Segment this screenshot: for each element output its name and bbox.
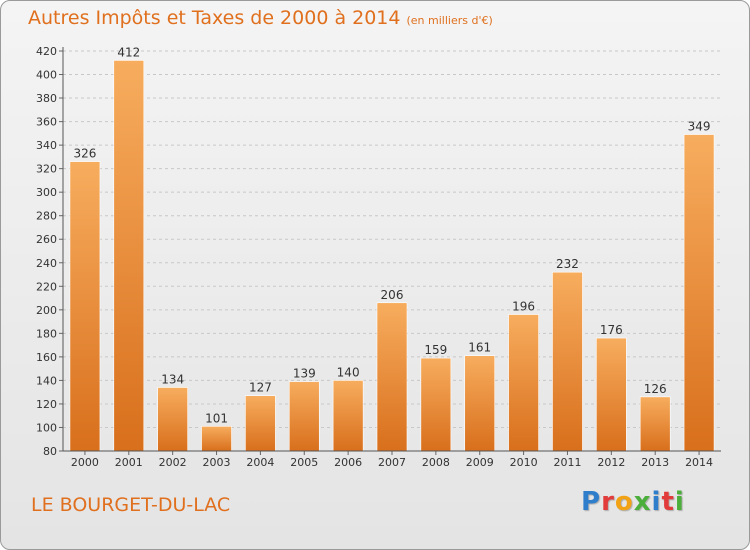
y-tick-label: 420 — [36, 45, 57, 58]
bar — [201, 425, 232, 452]
y-tick-label: 240 — [36, 257, 57, 270]
x-tick-label: 2000 — [71, 456, 99, 469]
x-tick-label: 2010 — [510, 456, 538, 469]
bar-value-label: 326 — [73, 147, 96, 161]
bar-value-label: 196 — [512, 300, 535, 314]
y-tick-label: 160 — [36, 351, 57, 364]
logo-letter: i — [651, 487, 662, 517]
y-tick-label: 180 — [36, 327, 57, 340]
bar-value-label: 349 — [688, 120, 711, 134]
y-tick-label: 140 — [36, 374, 57, 387]
x-tick-label: 2012 — [597, 456, 625, 469]
bar — [376, 302, 408, 452]
bar-value-label: 206 — [381, 288, 404, 302]
logo-letter: i — [674, 487, 685, 517]
x-tick-label: 2006 — [334, 456, 362, 469]
bar — [332, 380, 364, 452]
logo-letter: P — [581, 487, 602, 517]
bar — [157, 387, 188, 452]
y-tick-label: 380 — [36, 92, 57, 105]
x-tick-label: 2001 — [115, 456, 143, 469]
x-tick-label: 2004 — [246, 456, 274, 469]
bar-value-label: 140 — [337, 365, 360, 379]
bar-value-label: 176 — [600, 323, 623, 337]
bar — [683, 134, 715, 452]
bar — [464, 355, 496, 452]
x-tick-label: 2003 — [203, 456, 231, 469]
bar-value-label: 161 — [468, 341, 491, 355]
x-tick-label: 2002 — [159, 456, 187, 469]
y-axis: 80 100 120 140 160 180 200 220 240 260 280 300 320 34… — [36, 45, 63, 458]
logo-letter: t — [661, 487, 675, 517]
y-tick-label: 80 — [43, 445, 57, 458]
bar — [288, 381, 320, 452]
logo-letter: r — [601, 487, 615, 517]
data-labels: 326 412 134 101 127 139 140 206 159 161 196 232 176 1… — [73, 45, 710, 425]
y-tick-label: 320 — [36, 163, 57, 176]
bar — [596, 337, 627, 452]
x-tick-label: 2011 — [553, 456, 581, 469]
y-tick-label: 340 — [36, 139, 57, 152]
x-tick-label: 2008 — [422, 456, 450, 469]
y-tick-label: 300 — [36, 186, 57, 199]
y-tick-label: 120 — [36, 398, 57, 411]
x-tick-label: 2005 — [290, 456, 318, 469]
bar-value-label: 126 — [644, 382, 667, 396]
proxiti-logo[interactable]: Proxiti — [581, 487, 685, 517]
chart-title: Autres Impôts et Taxes de 2000 à 2014 (en… — [28, 7, 493, 29]
bar-value-label: 134 — [161, 372, 184, 386]
y-tick-label: 200 — [36, 304, 57, 317]
bar — [245, 395, 276, 452]
logo-letter: x — [633, 487, 652, 517]
bar-value-label: 101 — [205, 411, 228, 425]
bar — [508, 314, 539, 452]
bar — [69, 161, 101, 452]
bar — [420, 357, 452, 452]
bar-value-label: 139 — [293, 367, 316, 381]
x-tick-label: 2009 — [466, 456, 494, 469]
logo-letter: o — [614, 487, 634, 517]
chart-title-text: Autres Impôts et Taxes de 2000 à 2014 — [28, 7, 401, 29]
x-tick-label: 2007 — [378, 456, 406, 469]
bar — [113, 60, 145, 452]
y-tick-label: 260 — [36, 233, 57, 246]
y-tick-label: 100 — [36, 421, 57, 434]
bar-value-label: 159 — [424, 343, 447, 357]
bar-value-label: 127 — [249, 381, 272, 395]
bar-series — [69, 60, 715, 452]
bar — [552, 271, 583, 452]
y-tick-label: 280 — [36, 210, 57, 223]
x-axis: 2000 2001 2002 2003 2004 2005 2006 2007 2008 2009… — [71, 451, 713, 469]
x-tick-label: 2013 — [641, 456, 669, 469]
x-tick-label: 2014 — [685, 456, 713, 469]
axis-lines — [62, 47, 721, 452]
chart-unit: (en milliers d'€) — [406, 14, 493, 27]
bar-value-label: 412 — [117, 45, 140, 59]
y-tick-label: 400 — [36, 69, 57, 82]
bar — [639, 396, 671, 452]
city-name: LE BOURGET-DU-LAC — [31, 494, 231, 516]
y-tick-label: 220 — [36, 280, 57, 293]
y-tick-label: 360 — [36, 116, 57, 129]
bar-value-label: 232 — [556, 257, 579, 271]
